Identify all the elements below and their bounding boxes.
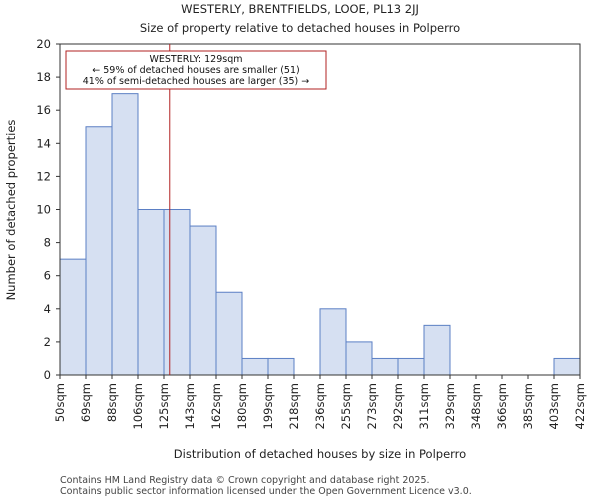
x-tick-label: 403sqm — [547, 383, 561, 429]
x-tick-label: 311sqm — [417, 383, 431, 429]
x-tick-label: 422sqm — [573, 383, 587, 429]
chart-title: WESTERLY, BRENTFIELDS, LOOE, PL13 2JJ — [181, 2, 419, 16]
x-tick-label: 69sqm — [79, 383, 93, 422]
annotation-line-1: WESTERLY: 129sqm — [150, 54, 243, 65]
x-tick-label: 236sqm — [313, 383, 327, 429]
x-tick-label: 106sqm — [131, 383, 145, 429]
x-axis-label: Distribution of detached houses by size … — [174, 447, 466, 461]
x-tick-label: 292sqm — [391, 383, 405, 429]
y-tick-label: 6 — [44, 269, 51, 283]
bar — [215, 291, 243, 376]
x-tick-label: 162sqm — [209, 383, 223, 429]
x-tick-label: 180sqm — [235, 383, 249, 429]
x-tick-label: 218sqm — [287, 383, 301, 429]
plot-frame — [59, 43, 581, 376]
y-tick-label: 14 — [36, 136, 51, 150]
bar — [111, 93, 139, 376]
footer-line-1: Contains HM Land Registry data © Crown c… — [60, 475, 430, 486]
x-tick-label: 385sqm — [521, 383, 535, 429]
annotation-line-2: ← 59% of detached houses are smaller (51… — [92, 65, 299, 76]
x-tick-label: 199sqm — [261, 383, 275, 429]
y-tick-label: 10 — [36, 203, 51, 217]
bar — [345, 341, 373, 376]
bar — [319, 308, 347, 376]
bar — [85, 126, 113, 376]
x-tick-label: 125sqm — [157, 383, 171, 429]
y-tick-label: 16 — [36, 103, 51, 117]
bar — [241, 357, 269, 376]
x-tick-label: 273sqm — [365, 383, 379, 429]
x-axis-ticks: 50sqm 69sqm 88sqm 106sqm 125sqm 143sqm 162sqm 1… — [53, 375, 587, 429]
x-tick-label: 329sqm — [443, 383, 457, 429]
bar — [137, 209, 165, 376]
x-tick-label: 366sqm — [495, 383, 509, 429]
bar — [397, 357, 425, 376]
x-tick-label: 50sqm — [53, 383, 67, 422]
bar — [553, 357, 581, 376]
chart-subtitle: Size of property relative to detached ho… — [140, 21, 460, 35]
x-tick-label: 88sqm — [105, 383, 119, 422]
annotation-line-3: 41% of semi-detached houses are larger (… — [83, 76, 310, 87]
bar — [267, 357, 295, 376]
bars — [59, 93, 581, 376]
y-tick-label: 12 — [36, 169, 51, 183]
bar — [371, 357, 399, 376]
x-tick-label: 143sqm — [183, 383, 197, 429]
y-tick-label: 0 — [44, 368, 51, 382]
y-tick-label: 2 — [44, 335, 51, 349]
bar — [423, 324, 451, 376]
y-tick-label: 18 — [36, 70, 51, 84]
y-axis-ticks: 0 2 4 6 8 10 12 14 16 18 20 — [36, 37, 60, 382]
footer-line-2: Contains public sector information licen… — [60, 486, 472, 497]
y-axis-label: Number of detached properties — [4, 120, 18, 301]
annotation-box: WESTERLY: 129sqm ← 59% of detached house… — [65, 50, 327, 90]
bar — [189, 225, 217, 376]
x-tick-label: 348sqm — [469, 383, 483, 429]
x-tick-label: 255sqm — [339, 383, 353, 429]
bar — [163, 209, 191, 376]
y-tick-label: 20 — [36, 37, 51, 51]
bar — [59, 258, 87, 376]
y-tick-label: 8 — [44, 236, 51, 250]
y-tick-label: 4 — [44, 302, 51, 316]
annotation-frame — [65, 50, 327, 90]
